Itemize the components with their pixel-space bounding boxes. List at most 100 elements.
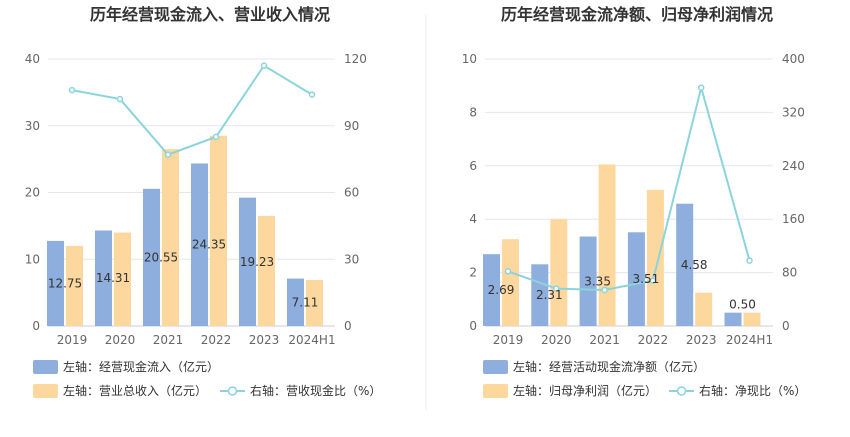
legend-label: 左轴：营业总收入（亿元） [63,383,207,398]
legend-item[interactable]: 左轴：营业总收入（亿元） [33,383,207,398]
x-tick-label: 2021 [589,333,620,347]
bar-primary [95,230,112,326]
line-point [116,95,124,103]
line-point [553,285,560,292]
data-label: 2.69 [488,283,515,297]
bar-secondary [502,239,519,326]
legend-swatch [483,384,508,398]
y-right-tick-label: 0 [782,319,790,333]
x-tick-label: 2024H1 [726,333,773,347]
data-label: 0.50 [729,298,756,312]
bar-secondary [162,149,179,326]
y-left-tick-label: 10 [25,252,40,266]
bar-secondary [258,215,275,326]
line-point [649,277,657,284]
bar-secondary [550,219,568,326]
y-right-tick-label: 90 [344,119,359,133]
x-tick-label: 2019 [57,333,88,347]
legend-swatch-marker [227,386,238,396]
bar-secondary [743,312,761,326]
legend-swatch [33,360,58,374]
line-point [164,151,172,158]
line-point [212,133,220,141]
legend-item[interactable]: 右轴：净现比（%） [669,383,806,398]
legend-swatch [33,384,58,398]
legend-label: 左轴：经营现金流入（亿元） [63,359,219,374]
y-left-tick-label: 30 [25,119,40,133]
x-tick-label: 2019 [493,333,524,347]
y-right-tick-label: 400 [782,52,805,66]
x-tick-label: 2022 [638,333,669,347]
y-right-tick-label: 60 [344,186,359,200]
bar-primary [287,278,304,326]
x-tick-label: 2020 [105,333,136,347]
legend-label: 左轴：归母净利润（亿元） [513,383,657,398]
x-tick-label: 2024H1 [288,333,335,347]
bar-secondary [646,189,664,326]
data-label: 12.75 [48,276,82,290]
line-point [504,268,512,275]
bar-primary [143,188,160,326]
y-left-tick-label: 0 [469,319,477,333]
series-line [71,64,313,156]
y-left-tick-label: 20 [25,186,40,200]
bar-secondary [695,292,713,326]
x-tick-label: 2022 [201,333,232,347]
chart-title: 历年经营现金流净额、归母净利润情况 [501,5,773,24]
bar-primary [579,236,597,326]
bar-primary [483,254,500,326]
y-right-tick-label: 160 [782,212,805,226]
data-label: 2.31 [536,288,563,302]
legend-item[interactable]: 左轴：归母净利润（亿元） [483,383,657,398]
line-point [697,84,705,91]
legend-item[interactable]: 右轴：营收现金比（%） [220,383,381,398]
line-point [68,86,76,94]
bar-primary [724,312,742,326]
legend-swatch [483,360,508,374]
y-left-tick-label: 8 [469,105,477,119]
x-tick-label: 2020 [541,333,572,347]
chart-cash-inflow-revenue: 历年经营现金流入、营业收入情况 0 10 20 30 40 0 30 60 90 120 201… [25,5,381,398]
y-left-tick-label: 4 [469,212,477,226]
legend-label: 右轴：净现比（%） [699,383,806,398]
line-point [308,91,316,98]
data-label: 3.51 [633,272,660,286]
bar-primary [191,163,208,326]
y-right-tick-label: 320 [782,105,805,119]
x-tick-label: 2021 [153,333,184,347]
bar-primary [676,203,694,326]
line-point [746,257,753,264]
bar-primary [47,240,64,326]
x-tick-label: 2023 [249,333,280,347]
bar-secondary [66,245,83,326]
data-label: 14.31 [96,271,130,285]
line-point [601,286,608,294]
bar-primary [239,197,256,326]
legend-label: 右轴：营收现金比（%） [250,383,381,398]
line-point [260,62,268,69]
y-left-tick-label: 40 [25,52,40,66]
y-left-tick-label: 6 [469,159,477,173]
bar-secondary [306,279,323,326]
data-label: 19.23 [240,255,274,269]
y-left-tick-label: 2 [469,266,477,280]
legend-swatch-marker [676,386,687,396]
legend-item[interactable]: 左轴：经营活动现金流净额（亿元） [483,359,705,374]
chart-title: 历年经营现金流入、营业收入情况 [90,5,330,24]
data-label: 20.55 [144,250,178,264]
x-tick-label: 2023 [686,333,717,347]
data-label: 7.11 [292,295,319,309]
legend-item[interactable]: 左轴：经营现金流入（亿元） [33,359,219,374]
y-right-tick-label: 240 [782,159,805,173]
y-left-tick-label: 10 [462,52,477,66]
y-right-tick-label: 120 [344,52,367,66]
chart-net-cash-profit: 历年经营现金流净额、归母净利润情况 0 2 4 6 8 10 0 80 160 240 320 40… [462,5,806,398]
bar-secondary [210,135,227,326]
data-label: 4.58 [681,258,708,272]
y-right-tick-label: 80 [782,266,797,280]
bar-primary [627,232,645,326]
bar-primary [531,264,549,326]
y-right-tick-label: 0 [344,319,352,333]
bar-secondary [114,232,131,326]
